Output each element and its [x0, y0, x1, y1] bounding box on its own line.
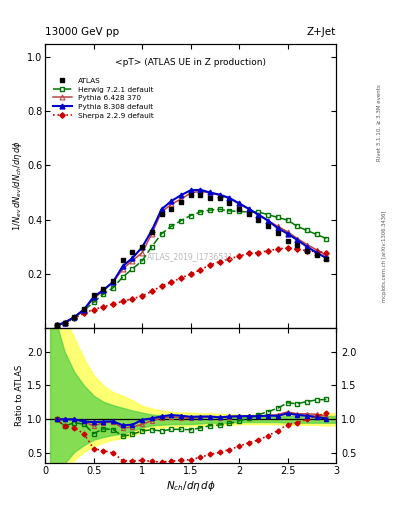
Legend: ATLAS, Herwig 7.2.1 default, Pythia 6.428 370, Pythia 8.308 default, Sherpa 2.2.: ATLAS, Herwig 7.2.1 default, Pythia 6.42…	[52, 76, 155, 120]
Text: Rivet 3.1.10, ≥ 3.3M events: Rivet 3.1.10, ≥ 3.3M events	[377, 84, 382, 161]
Text: 13000 GeV pp: 13000 GeV pp	[45, 27, 119, 37]
X-axis label: $N_{ch}/d\eta\,d\phi$: $N_{ch}/d\eta\,d\phi$	[165, 479, 216, 493]
Text: ATLAS_2019_I1736531: ATLAS_2019_I1736531	[147, 252, 234, 261]
Text: <pT> (ATLAS UE in Z production): <pT> (ATLAS UE in Z production)	[115, 58, 266, 67]
Y-axis label: Ratio to ATLAS: Ratio to ATLAS	[15, 365, 24, 426]
Text: mcplots.cern.ch [arXiv:1306.3436]: mcplots.cern.ch [arXiv:1306.3436]	[382, 210, 387, 302]
Y-axis label: $1/N_{ev}\,dN_{ev}/dN_{ch}/d\eta\,d\phi$: $1/N_{ev}\,dN_{ev}/dN_{ch}/d\eta\,d\phi$	[11, 140, 24, 231]
Text: Z+Jet: Z+Jet	[307, 27, 336, 37]
